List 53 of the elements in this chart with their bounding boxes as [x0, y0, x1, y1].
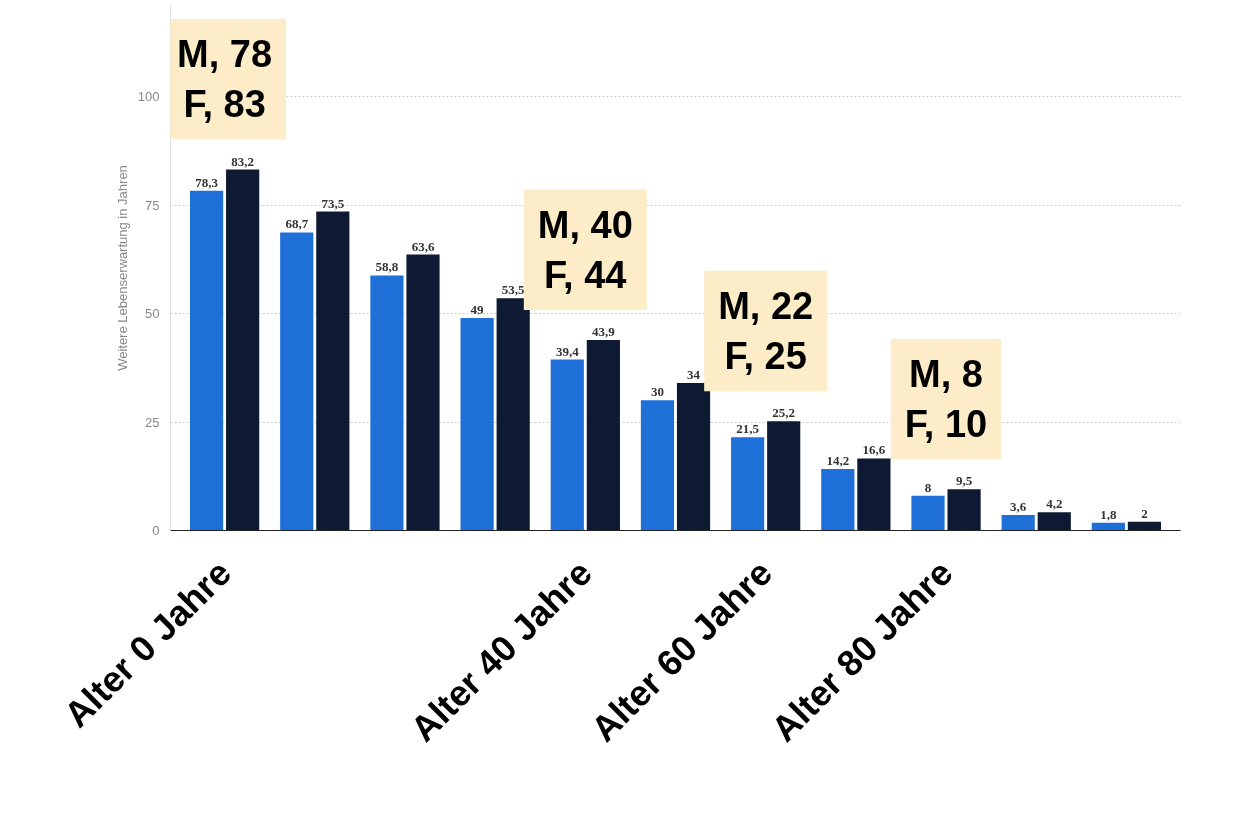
y-tick-label: 0 — [152, 523, 160, 538]
bar — [857, 458, 891, 531]
y-tick-label: 75 — [145, 197, 160, 213]
bar — [767, 421, 801, 531]
bar — [406, 254, 440, 531]
bar — [1037, 512, 1071, 531]
data-label: 39,4 — [555, 343, 580, 359]
annotation: M, 78 F, 83 — [177, 33, 273, 126]
data-label: 34 — [687, 366, 701, 382]
bar — [226, 169, 260, 531]
data-label: 78,3 — [195, 174, 219, 190]
bar — [640, 400, 675, 531]
y-axis-title: Weitere Lebenserwartung in Jahren — [114, 165, 130, 371]
bar — [586, 340, 620, 531]
data-label: 3,6 — [1010, 498, 1027, 514]
bar — [911, 495, 945, 531]
data-label: 8 — [924, 479, 932, 495]
annotation: M, 40 F, 44 — [537, 203, 633, 297]
bar — [821, 468, 855, 531]
data-label: 25,2 — [772, 405, 796, 421]
bar — [280, 232, 314, 531]
bar — [947, 489, 981, 531]
bar — [370, 275, 404, 531]
data-label: 68,7 — [285, 216, 309, 232]
data-label: 43,9 — [591, 324, 616, 340]
data-label: 14,2 — [826, 452, 850, 468]
data-label: 1,8 — [1100, 506, 1117, 522]
bar — [550, 359, 584, 531]
data-label: 9,5 — [955, 473, 973, 489]
bar — [731, 437, 765, 531]
data-label: 4,2 — [1046, 496, 1063, 512]
bar — [189, 190, 224, 531]
data-label: 83,2 — [231, 153, 255, 169]
bar — [676, 382, 711, 531]
data-label: 58,8 — [375, 259, 399, 275]
data-label: 63,6 — [411, 238, 435, 254]
data-label: 49 — [470, 301, 485, 317]
data-label: 73,5 — [321, 195, 345, 211]
data-label: 16,6 — [862, 442, 886, 458]
annotation: M, 8 F, 10 — [904, 352, 988, 446]
data-label: 2 — [1141, 505, 1148, 521]
y-tick-label: 100 — [137, 89, 160, 105]
bar — [1001, 514, 1035, 531]
bar — [1127, 521, 1162, 531]
y-tick-label: 25 — [145, 414, 160, 430]
data-label: 21,5 — [736, 421, 760, 437]
annotation: M, 22 F, 25 — [718, 284, 814, 378]
bar — [316, 211, 350, 531]
data-label: 30 — [650, 384, 664, 400]
bar — [496, 298, 530, 531]
bar — [460, 317, 494, 531]
y-tick-label: 50 — [145, 306, 160, 322]
data-label: 53,5 — [501, 282, 526, 298]
